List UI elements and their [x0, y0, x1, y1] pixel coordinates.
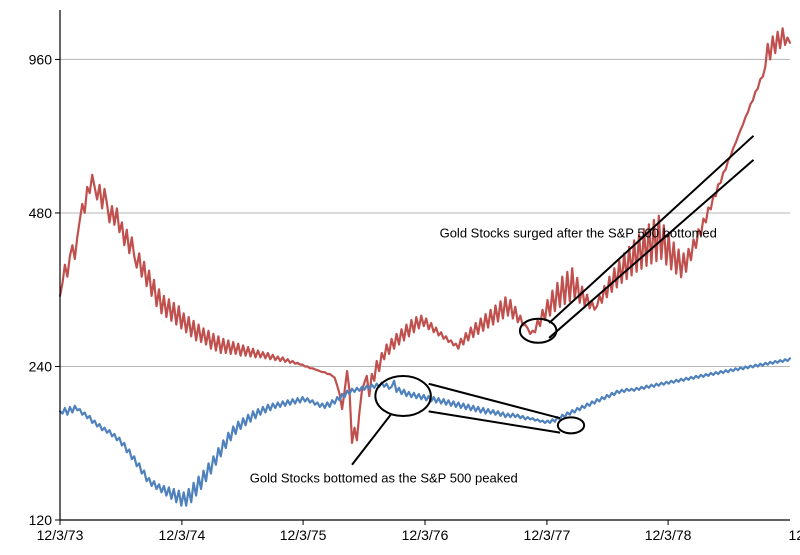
x-tick-label: 12/3/79: [789, 527, 800, 543]
y-tick-label: 240: [29, 358, 53, 374]
chart-container: 120 240 480 960 12/3/73 12/3/74 12/3/75 12/3/76…: [0, 0, 800, 555]
line-chart: 120 240 480 960 12/3/73 12/3/74 12/3/75 12/3/76…: [0, 0, 800, 555]
x-tick-label: 12/3/73: [37, 527, 84, 543]
y-tick-label: 120: [29, 512, 53, 528]
x-tick-label: 12/3/78: [645, 527, 692, 543]
x-tick-label: 12/3/76: [402, 527, 449, 543]
x-tick-label: 12/3/77: [524, 527, 571, 543]
y-tick-label: 480: [29, 205, 53, 221]
x-tick-label: 12/3/74: [159, 527, 206, 543]
y-tick-label: 960: [29, 51, 53, 67]
annotation-text: Gold Stocks surged after the S&P 500 bot…: [440, 225, 717, 240]
x-tick-label: 12/3/75: [280, 527, 327, 543]
annotation-text: Gold Stocks bottomed as the S&P 500 peak…: [250, 471, 518, 486]
